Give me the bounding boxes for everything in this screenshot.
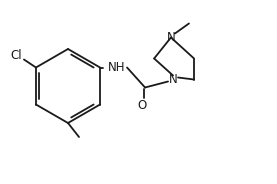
Text: N: N [166, 31, 175, 44]
Text: NH: NH [108, 61, 126, 74]
Text: N: N [169, 73, 177, 86]
Text: Cl: Cl [10, 49, 22, 62]
Text: O: O [137, 99, 147, 112]
